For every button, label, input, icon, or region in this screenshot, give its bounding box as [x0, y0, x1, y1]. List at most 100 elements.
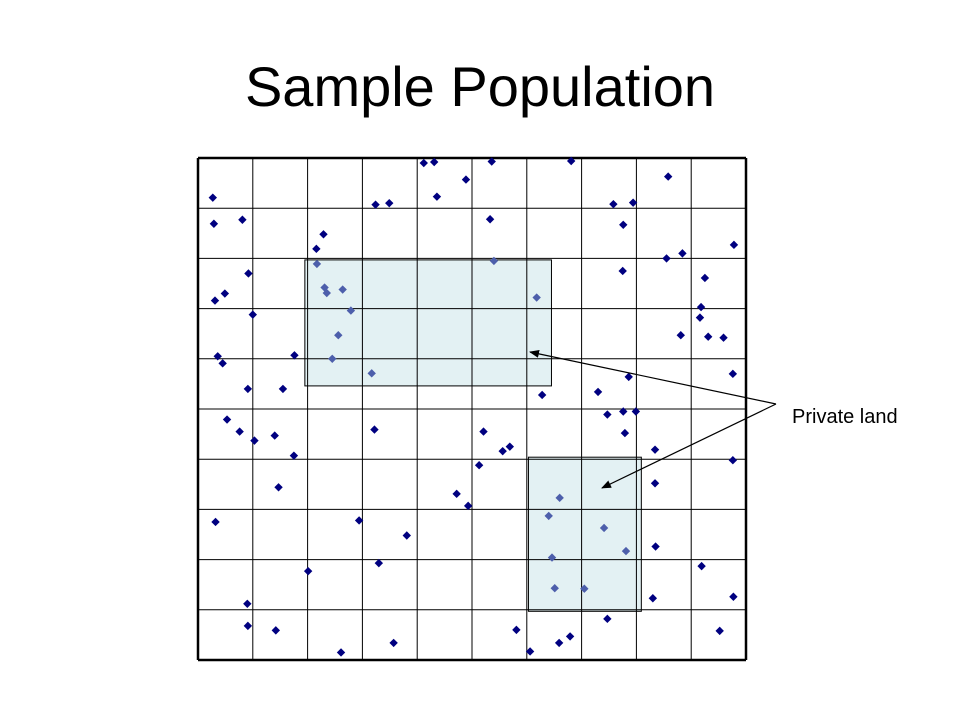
sample-point: [374, 558, 384, 568]
sample-point: [338, 285, 347, 294]
sample-point: [334, 331, 343, 340]
sample-point: [715, 626, 724, 636]
sample-point: [624, 372, 633, 382]
sample-point: [209, 219, 219, 228]
sample-point: [290, 351, 299, 360]
sample-point: [719, 333, 728, 342]
sample-point: [696, 302, 706, 312]
sample-point: [235, 427, 244, 436]
sample-point: [505, 442, 515, 451]
sample-point: [270, 431, 279, 440]
sample-point: [651, 542, 660, 551]
sample-point: [402, 531, 411, 540]
sample-point: [550, 584, 559, 593]
sample-point: [650, 445, 660, 454]
sample-point: [312, 259, 322, 269]
sample-point: [278, 384, 288, 394]
sample-point: [566, 156, 576, 166]
private-land-layer: [304, 259, 642, 612]
sample-point: [389, 638, 398, 648]
sample-point: [432, 192, 442, 201]
sample-point: [243, 599, 252, 608]
sample-point: [452, 489, 461, 499]
sample-point: [619, 220, 628, 229]
sample-point: [525, 647, 535, 656]
sample-point: [250, 436, 259, 445]
annotation: Private land: [529, 349, 898, 489]
sample-point: [220, 289, 230, 298]
sample-point: [695, 313, 705, 322]
sample-point: [700, 273, 710, 283]
sample-point: [512, 625, 521, 635]
sample-point: [429, 157, 439, 167]
sample-point: [248, 310, 257, 319]
sample-point: [461, 175, 471, 184]
sample-point: [619, 407, 628, 416]
sample-point: [320, 283, 329, 292]
sample-point: [728, 456, 738, 465]
sample-point: [328, 354, 337, 363]
sample-point: [650, 479, 660, 488]
sample-point: [274, 483, 283, 492]
sample-point: [271, 626, 281, 635]
sample-point: [485, 215, 495, 224]
sample-point: [603, 614, 612, 624]
sample-point: [474, 461, 484, 470]
sample-point: [599, 523, 609, 533]
arrow-shaft-1: [529, 349, 777, 405]
sample-point: [463, 501, 473, 511]
sample-point: [728, 369, 738, 379]
sample-point: [498, 446, 507, 456]
arrow-shaft-2: [601, 403, 777, 489]
sample-point: [631, 407, 641, 416]
sample-point: [621, 546, 631, 556]
sample-point: [385, 198, 394, 208]
sample-point: [609, 199, 618, 209]
sample-point: [238, 215, 247, 224]
sample-point: [312, 244, 321, 254]
sample-point: [729, 592, 738, 601]
sample-point: [243, 384, 253, 394]
sample-point: [662, 254, 671, 263]
sample-point: [620, 428, 630, 438]
sample-point: [603, 410, 612, 419]
sample-point: [537, 390, 547, 400]
sample-point: [648, 594, 658, 603]
sample-point: [663, 172, 673, 181]
sample-point: [580, 584, 589, 593]
sample-point: [676, 331, 685, 340]
sample-point: [703, 332, 713, 341]
sample-point: [367, 369, 376, 378]
sample-point: [678, 249, 687, 258]
sample-point: [336, 648, 346, 657]
sample-point: [593, 387, 603, 397]
sample-point: [729, 240, 739, 250]
sample-point: [210, 296, 220, 305]
sample-point: [544, 511, 553, 521]
sample-point: [371, 200, 380, 209]
slide-title: Sample Population: [244, 55, 716, 118]
sample-point: [628, 198, 638, 207]
sample-point: [211, 517, 220, 527]
sample-point: [487, 157, 496, 166]
grid: [196, 156, 748, 662]
sample-point: [554, 638, 564, 648]
sample-point: [479, 427, 488, 436]
sample-point: [243, 621, 253, 631]
sample-point: [419, 158, 428, 168]
sample-point: [547, 553, 557, 562]
sample-point: [303, 566, 313, 576]
private-area-1: [304, 259, 552, 387]
sample-point: [555, 493, 564, 503]
sample-point: [222, 415, 232, 424]
sample-point: [244, 269, 253, 278]
sample-point: [618, 266, 627, 276]
private-land-label: Private land: [792, 406, 898, 428]
sample-point: [213, 352, 222, 361]
sample-point: [289, 451, 299, 460]
sample-point: [697, 561, 706, 571]
sample-point: [532, 293, 541, 302]
sample-point: [489, 256, 499, 266]
